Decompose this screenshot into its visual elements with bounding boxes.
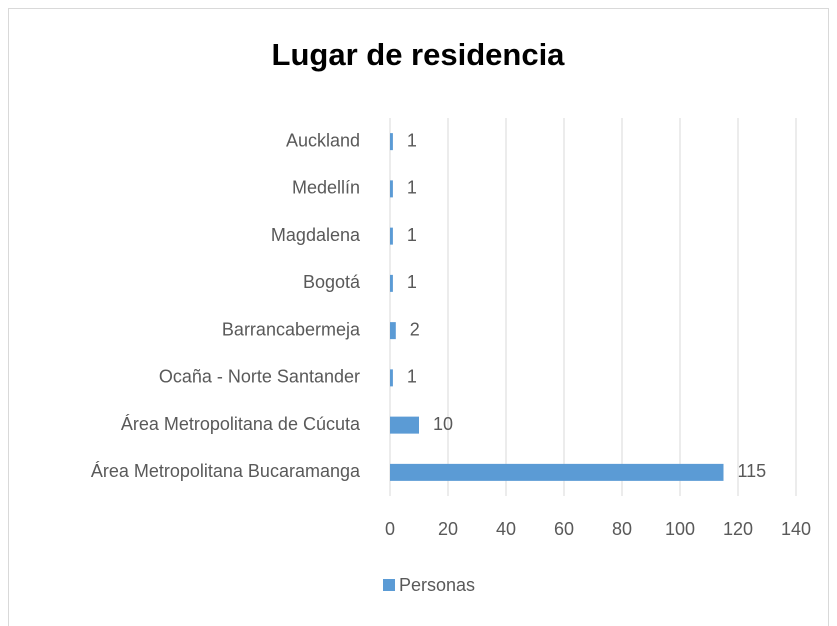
chart-frame xyxy=(8,8,829,626)
data-label: 1 xyxy=(407,272,417,292)
data-label: 10 xyxy=(433,414,453,434)
data-label: 1 xyxy=(407,178,417,198)
y-tick-label: Medellín xyxy=(292,178,360,198)
x-tick-label: 40 xyxy=(496,519,516,539)
x-tick-label: 120 xyxy=(723,519,753,539)
bar xyxy=(390,227,393,245)
y-tick-label: Bogotá xyxy=(303,272,361,292)
bar xyxy=(390,133,393,151)
x-tick-label: 60 xyxy=(554,519,574,539)
y-tick-label: Área Metropolitana de Cúcuta xyxy=(121,414,361,434)
data-label: 115 xyxy=(738,461,767,481)
x-tick-label: 80 xyxy=(612,519,632,539)
bar xyxy=(390,463,724,481)
data-label: 1 xyxy=(407,130,417,150)
y-tick-label: Magdalena xyxy=(271,225,361,245)
x-tick-label: 20 xyxy=(438,519,458,539)
x-tick-label: 100 xyxy=(665,519,695,539)
bar xyxy=(390,274,393,292)
legend-swatch xyxy=(383,579,395,591)
x-tick-label: 0 xyxy=(385,519,395,539)
y-tick-label: Barrancabermeja xyxy=(222,319,361,339)
y-tick-label: Área Metropolitana Bucaramanga xyxy=(91,461,361,481)
data-label: 2 xyxy=(410,319,420,339)
bar xyxy=(390,322,396,340)
bar xyxy=(390,369,393,387)
chart-title: Lugar de residencia xyxy=(272,37,566,72)
data-label: 1 xyxy=(407,225,417,245)
y-tick-label: Auckland xyxy=(286,130,360,150)
legend-label: Personas xyxy=(399,575,475,595)
bar xyxy=(390,416,419,434)
x-tick-label: 140 xyxy=(781,519,811,539)
bar xyxy=(390,180,393,198)
data-label: 1 xyxy=(407,367,417,387)
y-tick-label: Ocaña - Norte Santander xyxy=(159,367,360,387)
